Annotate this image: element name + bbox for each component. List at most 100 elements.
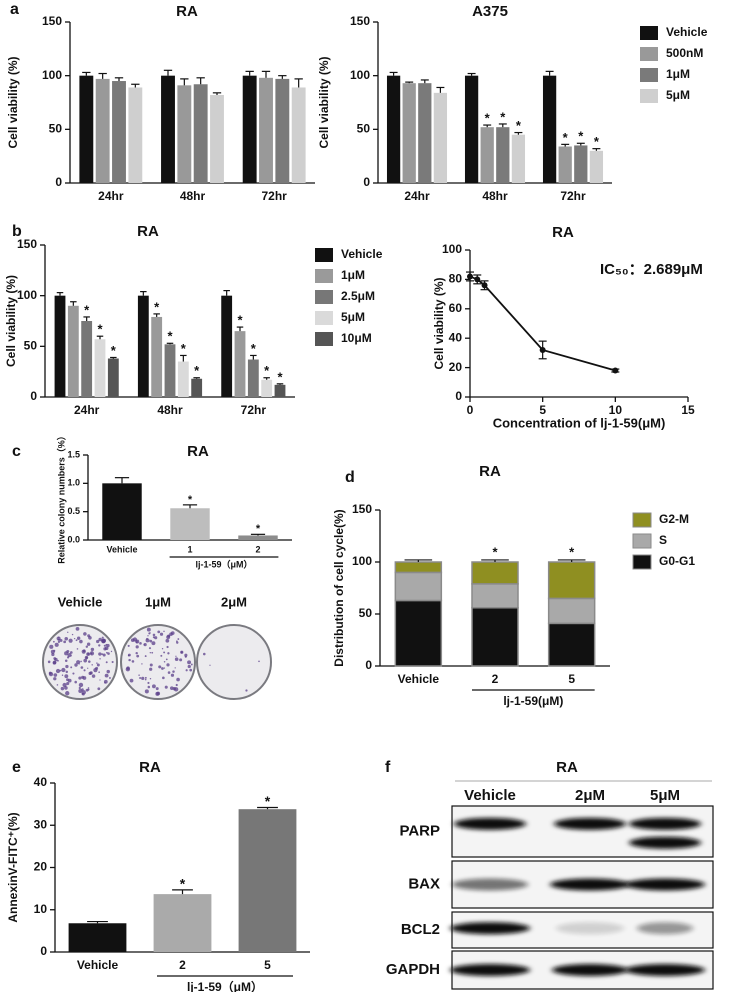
x-tick-label: 72hr	[560, 189, 586, 203]
bar	[275, 78, 290, 183]
legend-label: S	[659, 533, 667, 547]
y-axis-label: Cell viability (%)	[432, 277, 446, 369]
x-axis-label: lj-1-59（μM）	[195, 559, 252, 569]
colony	[67, 652, 72, 658]
colony	[64, 636, 69, 641]
colony	[98, 637, 102, 642]
colony	[83, 658, 88, 663]
colony	[149, 677, 152, 680]
x-tick-label: 5	[568, 672, 575, 686]
bar	[95, 78, 110, 183]
row-label: PARP	[399, 822, 440, 839]
legend-swatch	[640, 47, 658, 61]
colony	[83, 632, 87, 636]
panel-letter: c	[12, 443, 21, 460]
point	[539, 346, 546, 353]
colony	[161, 667, 164, 670]
colony	[163, 651, 166, 654]
colony	[102, 653, 106, 657]
colony	[149, 667, 153, 671]
colony	[105, 661, 108, 664]
colony	[85, 645, 89, 648]
colony	[175, 655, 177, 657]
colony	[64, 659, 68, 662]
colony	[175, 683, 178, 687]
blot-band	[629, 817, 701, 830]
colony	[48, 671, 52, 675]
colony	[90, 652, 93, 655]
bar	[261, 379, 273, 397]
colony	[75, 627, 80, 631]
legend-swatch	[632, 533, 652, 549]
colony	[61, 674, 64, 676]
blot-band	[629, 836, 701, 849]
colony	[99, 658, 101, 660]
y-tick-label: 30	[34, 817, 48, 831]
colony	[174, 657, 179, 661]
colony	[157, 630, 161, 634]
colony	[51, 652, 55, 657]
colony	[139, 677, 142, 680]
colony	[66, 681, 70, 686]
colony	[158, 665, 162, 669]
colony	[70, 655, 72, 657]
x-axis-label: lj-1-59（μM）	[187, 979, 263, 992]
colony	[71, 633, 74, 636]
significance-mark: *	[277, 369, 283, 384]
x-tick-label: 48hr	[482, 189, 508, 203]
colony	[132, 637, 138, 642]
bar-segment	[471, 583, 519, 609]
colony	[144, 689, 149, 694]
colony	[141, 663, 143, 665]
colony	[82, 676, 87, 680]
colony	[187, 660, 192, 665]
panel-letter: a	[10, 1, 19, 18]
colony	[98, 644, 101, 647]
colony	[129, 678, 134, 683]
colony	[91, 674, 96, 678]
y-tick-label: 20	[449, 360, 463, 374]
blot-band	[450, 964, 530, 976]
blot-band	[554, 817, 626, 830]
significance-mark: *	[154, 299, 160, 314]
colony	[98, 652, 102, 656]
bar	[433, 92, 448, 183]
bar	[94, 339, 106, 397]
colony	[151, 641, 156, 646]
legend-label: 2.5μM	[341, 289, 375, 303]
colony	[135, 651, 138, 655]
colony	[147, 635, 149, 637]
colony	[163, 667, 166, 669]
colony	[103, 644, 106, 647]
colony	[209, 664, 211, 666]
y-axis-label: AnnexinV-FITC⁺(%)	[6, 812, 20, 922]
x-tick-label: 24hr	[74, 403, 100, 417]
x-tick-label: 2	[179, 958, 186, 972]
bar	[542, 75, 557, 183]
colony	[76, 660, 81, 665]
colony	[165, 658, 168, 661]
bar-segment	[394, 561, 443, 574]
point	[612, 367, 619, 374]
colony	[66, 649, 70, 654]
colony	[179, 658, 183, 662]
legend-swatch	[632, 512, 652, 528]
colony	[93, 667, 98, 673]
y-tick-label: 100	[17, 288, 37, 302]
blot-title: RA	[556, 759, 578, 776]
colony	[54, 642, 59, 647]
chart-title: RA	[552, 224, 574, 241]
legend-label: 1μM	[341, 268, 365, 282]
lane-label: 5μM	[650, 787, 680, 804]
legend-swatch	[632, 554, 652, 570]
y-tick-label: 150	[17, 237, 37, 251]
colony	[88, 635, 92, 640]
y-tick-label: 100	[352, 554, 372, 568]
colony	[63, 640, 67, 644]
x-axis-label: lj-1-59(μM)	[503, 694, 563, 708]
colony	[68, 638, 73, 643]
legend-label: 10μM	[341, 331, 372, 345]
blot-band	[625, 964, 705, 976]
significance-mark: *	[492, 544, 498, 559]
colony	[70, 666, 73, 669]
